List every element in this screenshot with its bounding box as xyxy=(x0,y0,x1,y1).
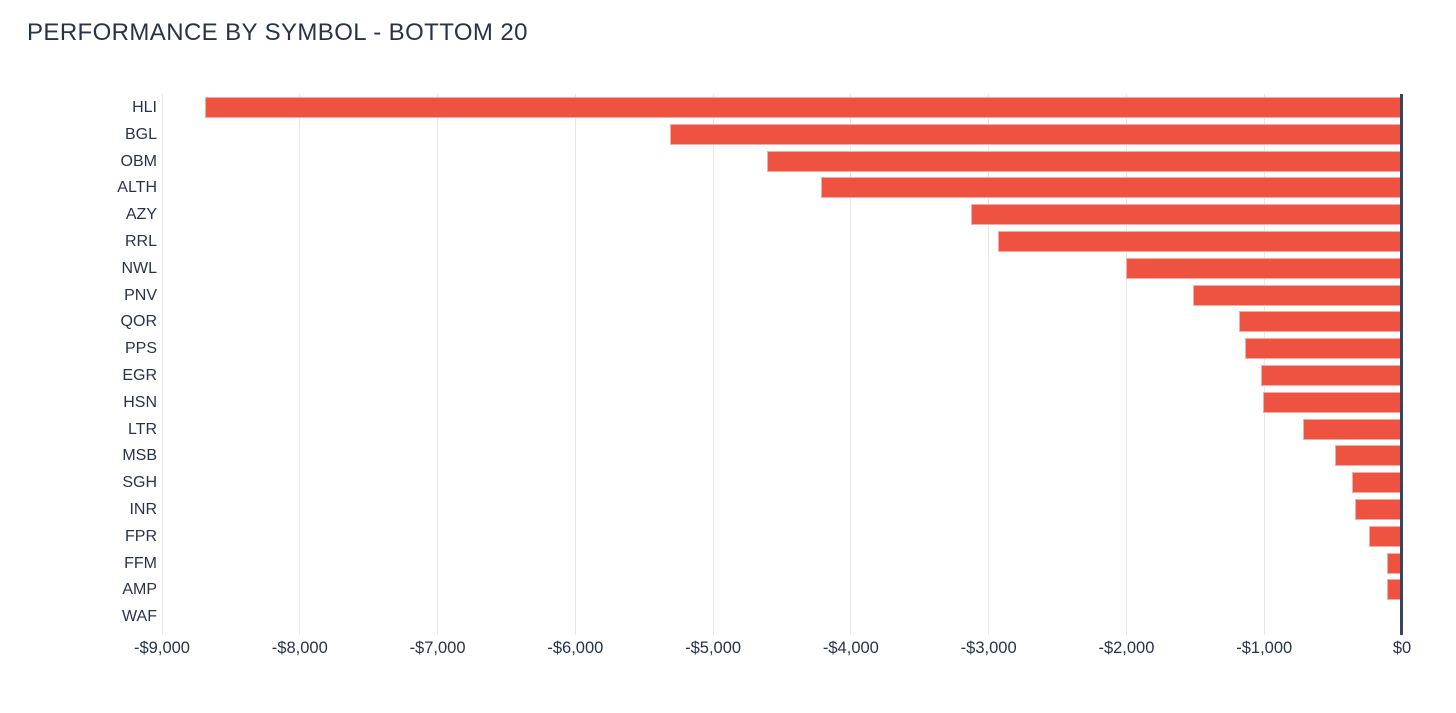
bar[interactable] xyxy=(1368,525,1402,547)
zero-axis-line xyxy=(1400,94,1403,635)
y-tick-label: HSN xyxy=(123,393,157,411)
y-tick-label: MSB xyxy=(122,447,157,465)
bar[interactable] xyxy=(1244,338,1402,360)
y-tick-label: NWL xyxy=(121,259,157,277)
y-tick-label: WAF xyxy=(122,608,157,626)
x-tick-label: -$6,000 xyxy=(547,639,604,657)
bar[interactable] xyxy=(820,177,1402,199)
x-tick-label: -$5,000 xyxy=(685,639,742,657)
bar[interactable] xyxy=(766,150,1402,172)
y-tick-label: SGH xyxy=(122,474,157,492)
x-tick-label: -$7,000 xyxy=(409,639,466,657)
y-tick-label: AZY xyxy=(125,206,157,224)
gridline xyxy=(299,94,301,635)
x-tick-label: $0 xyxy=(1392,639,1412,657)
y-tick-label: PPS xyxy=(124,340,157,358)
bar[interactable] xyxy=(1192,284,1402,306)
gridline xyxy=(161,94,163,635)
x-tick-label: -$1,000 xyxy=(1236,639,1293,657)
x-axis: -$9,000 -$8,000 -$7,000 -$6,000 -$5,000 -$4,0… xyxy=(0,639,1456,661)
y-tick-label: FPR xyxy=(125,527,157,545)
plot-area[interactable] xyxy=(161,94,1403,635)
x-tick-label: -$3,000 xyxy=(960,639,1017,657)
y-axis: HLI BGL OBM ALTH AZY RRL NWL PNV QOR PPS EGR HSN LTR… xyxy=(0,94,157,630)
gridline xyxy=(712,94,714,635)
y-tick-label: QOR xyxy=(120,313,157,331)
y-tick-label: BGL xyxy=(124,125,157,143)
gridline xyxy=(850,94,852,635)
gridline xyxy=(988,94,990,635)
bar[interactable] xyxy=(998,230,1402,252)
y-tick-label: HLI xyxy=(132,98,157,116)
gridline xyxy=(1125,94,1127,635)
y-tick-label: RRL xyxy=(124,232,157,250)
gridline xyxy=(437,94,439,635)
x-tick-label: -$8,000 xyxy=(271,639,328,657)
bar[interactable] xyxy=(970,204,1402,226)
x-tick-label: -$2,000 xyxy=(1098,639,1155,657)
y-tick-label: OBM xyxy=(120,152,157,170)
y-tick-label: AMP xyxy=(122,581,157,599)
bar[interactable] xyxy=(1262,391,1402,413)
y-tick-label: LTR xyxy=(127,420,157,438)
bar[interactable] xyxy=(1352,472,1402,494)
bar[interactable] xyxy=(1126,257,1402,279)
bar[interactable] xyxy=(204,96,1402,118)
gridline xyxy=(1263,94,1265,635)
bar[interactable] xyxy=(1302,418,1402,440)
bar[interactable] xyxy=(1334,445,1402,467)
bar[interactable] xyxy=(1261,364,1402,386)
y-tick-label: FFM xyxy=(124,554,157,572)
bar[interactable] xyxy=(1239,311,1402,333)
chart-title: PERFORMANCE BY SYMBOL - BOTTOM 20 xyxy=(27,19,528,46)
x-tick-label: -$4,000 xyxy=(822,639,879,657)
bar[interactable] xyxy=(1355,498,1402,520)
y-tick-label: INR xyxy=(129,500,157,518)
y-tick-label: ALTH xyxy=(117,179,157,197)
bar[interactable] xyxy=(670,123,1402,145)
x-tick-label: -$9,000 xyxy=(134,639,190,657)
gridline xyxy=(574,94,576,635)
y-tick-label: EGR xyxy=(122,366,157,384)
y-tick-label: PNV xyxy=(124,286,157,304)
